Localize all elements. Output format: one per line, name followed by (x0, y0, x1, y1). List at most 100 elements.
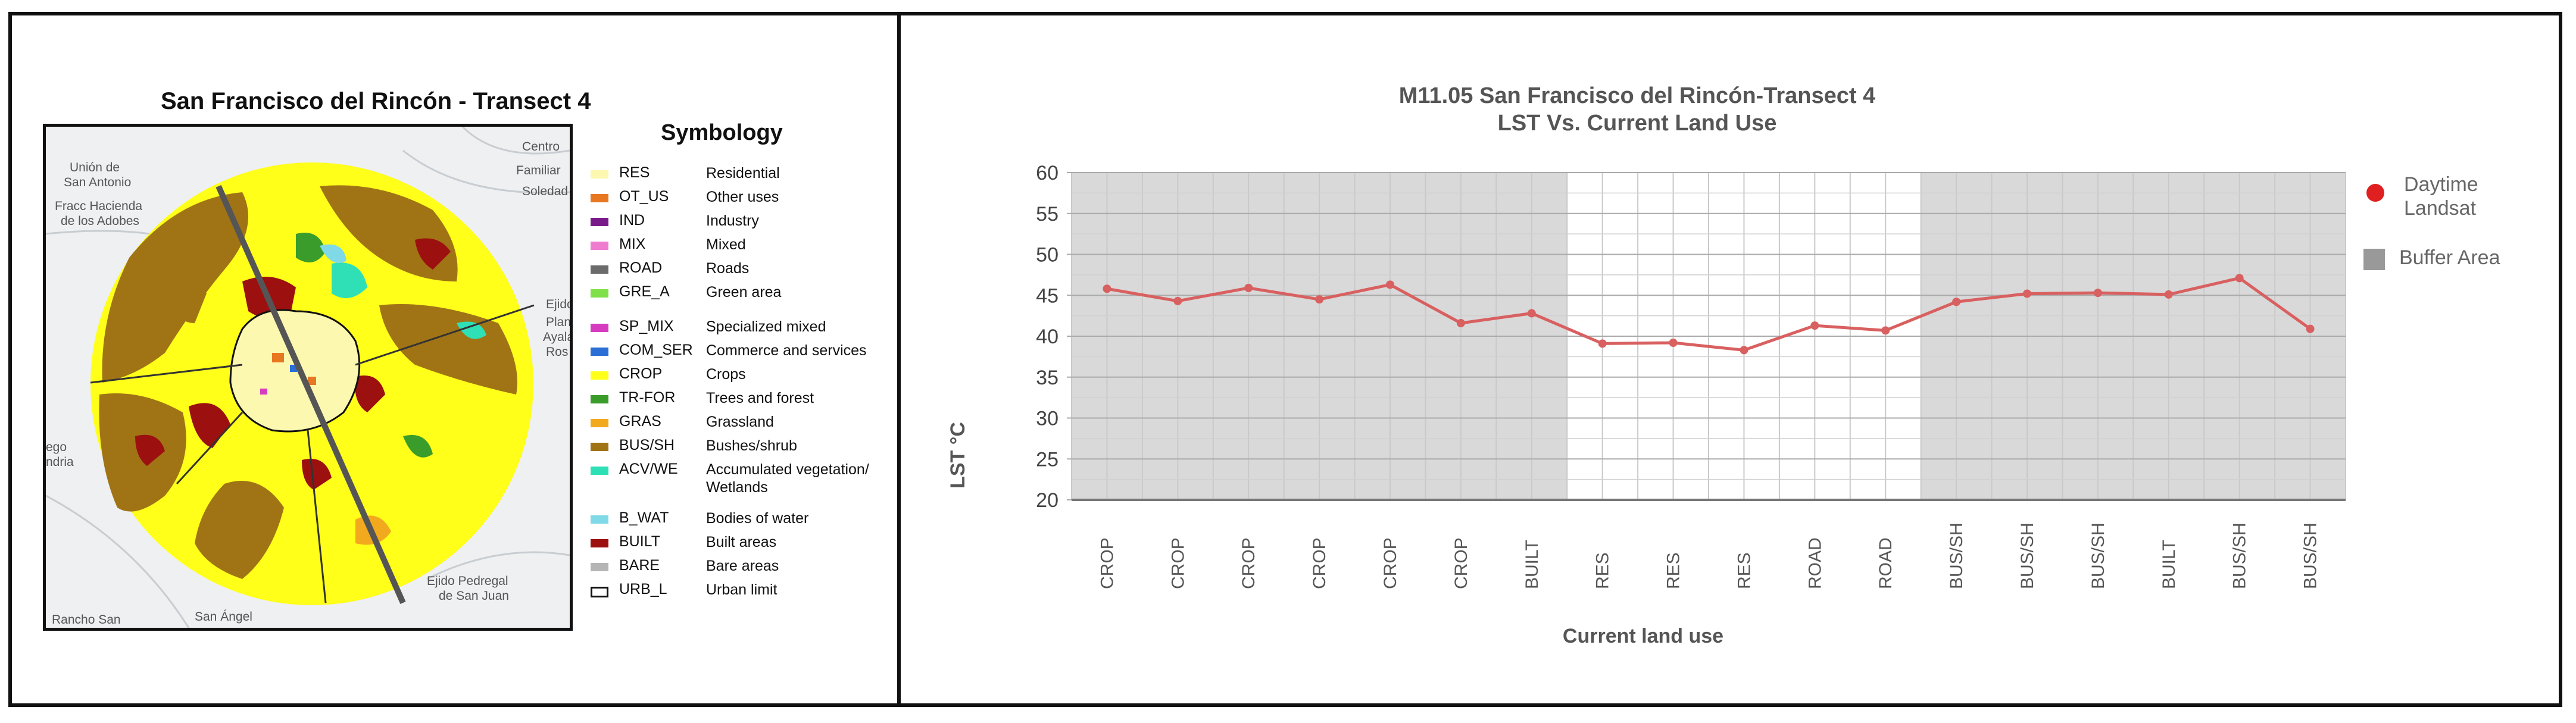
map-label: de San Juan (439, 589, 509, 603)
legend-description: Other uses (706, 189, 779, 205)
buffer-area-swatch (2363, 249, 2385, 270)
map-label: de los Adobes (61, 214, 139, 228)
map-frame: Unión de San Antonio Fracc Hacienda de l… (43, 124, 573, 631)
y-tick-label: 45 (1036, 284, 1058, 307)
transect-line (216, 184, 406, 605)
map-label: Unión de (70, 161, 120, 174)
legend-description: Commerce and services (706, 342, 867, 359)
legend-description: Built areas (706, 534, 777, 550)
legend-code: SP_MIX (619, 318, 674, 334)
legend-swatch (591, 289, 608, 298)
data-point (2306, 324, 2315, 333)
map-label: San Ángel (195, 610, 252, 624)
map-label: Fracc Hacienda (55, 199, 142, 213)
legend-description: Bushes/shrub (706, 437, 797, 454)
data-point (1740, 346, 1748, 355)
map-label: Ros (546, 345, 568, 359)
legend-title: Symbology (661, 120, 783, 145)
data-point (1598, 339, 1607, 348)
data-point (1244, 283, 1253, 292)
legend-swatch (591, 515, 608, 524)
figure-frame (8, 12, 2562, 707)
x-tick-label: CROP (1310, 537, 1329, 589)
legend-description: Industry (706, 212, 759, 229)
legend-description: Residential (706, 165, 780, 181)
map-label: Rancho San (52, 613, 121, 627)
map-label: Ayala (543, 330, 570, 344)
legend-code: TR-FOR (619, 389, 676, 406)
legend-description: Specialized mixed (706, 318, 826, 335)
chart-title-line: M11.05 San Francisco del Rincón-Transect… (1398, 83, 1876, 108)
data-point (1456, 319, 1465, 327)
data-point (2235, 274, 2244, 283)
x-tick-label: RES (1734, 552, 1754, 589)
x-axis-title: Current land use (1563, 625, 1723, 647)
legend-buffer-label: Buffer Area (2399, 246, 2500, 269)
legend-description: Bare areas (706, 558, 779, 574)
x-tick-label: RES (1664, 552, 1684, 589)
legend-code: BUILT (619, 533, 660, 550)
legend-code: CROP (619, 365, 663, 382)
map-title: San Francisco del Rincón - Transect 4 (161, 88, 591, 114)
legend-description: Grassland (706, 414, 774, 430)
x-tick-label: BUS/SH (2088, 522, 2108, 589)
legend-swatch (591, 467, 608, 475)
map-label: Plan (546, 315, 570, 329)
data-point (1315, 295, 1324, 304)
x-tick-label: ROAD (1876, 537, 1896, 589)
legend-series-label: Daytime Landsat (2404, 173, 2478, 220)
legend-swatch (591, 539, 608, 547)
data-point (1952, 298, 1961, 306)
y-tick-label: 50 (1036, 244, 1058, 267)
legend-code: BUS/SH (619, 437, 675, 453)
legend-swatch (591, 563, 608, 571)
y-tick-label: 40 (1036, 325, 1058, 348)
x-tick-label: RES (1593, 552, 1613, 589)
panel-divider (897, 12, 901, 707)
data-point (2164, 290, 2173, 299)
map-label: Ejido Pedregal (427, 574, 508, 588)
bushes-regions (99, 185, 517, 579)
map-label: Familiar (516, 164, 561, 177)
legend-code: B_WAT (619, 509, 669, 526)
legend-code: GRAS (619, 413, 661, 430)
x-tick-label: BUS/SH (2018, 522, 2037, 589)
map-label: Centro (522, 140, 560, 154)
legend-swatch (591, 170, 608, 179)
data-point (1173, 296, 1182, 305)
legend-description: Bodies of water (706, 510, 809, 527)
map-label: San Antonio (64, 176, 131, 189)
legend-swatch (591, 242, 608, 250)
y-tick-label: 25 (1036, 448, 1058, 471)
legend-description: Mixed (706, 236, 746, 253)
legend-code: ROAD (619, 259, 663, 276)
data-point (1527, 309, 1536, 318)
legend-code: MIX (619, 236, 646, 252)
x-tick-label: BUS/SH (1947, 522, 1966, 589)
y-tick-label: 60 (1036, 162, 1058, 184)
y-tick-label: 35 (1036, 367, 1058, 389)
x-tick-label: BUS/SH (2230, 522, 2250, 589)
x-tick-label: BUILT (1522, 540, 1542, 589)
legend-swatch (591, 371, 608, 380)
legend-code: ACV/WE (619, 461, 678, 477)
legend-code: COM_SER (619, 342, 693, 358)
legend-description: Green area (706, 284, 782, 301)
legend-swatch (591, 587, 608, 597)
y-tick-label: 20 (1036, 489, 1058, 512)
chart-subtitle: LST Vs. Current Land Use (1497, 111, 1777, 136)
lst-line-chart: 20 25 30 35 40 45 50 55 60 CROP CROP CROP CROP CROP CR… (947, 162, 2346, 647)
x-tick-label: BUS/SH (2301, 522, 2321, 589)
data-point (1810, 321, 1819, 330)
data-point (1386, 280, 1394, 289)
x-tick-label: CROP (1168, 537, 1188, 589)
legend-code: IND (619, 212, 645, 229)
map-label: Ejido (546, 298, 570, 311)
x-tick-label: ROAD (1805, 537, 1825, 589)
chart-title: M11.05 San Francisco del Rincón-Transect… (1268, 82, 2006, 137)
legend-swatch (591, 324, 608, 332)
legend-swatch (591, 443, 608, 451)
land-use-map: Unión de San Antonio Fracc Hacienda de l… (46, 127, 570, 628)
legend-code: RES (619, 164, 650, 181)
data-point (1103, 284, 1111, 293)
